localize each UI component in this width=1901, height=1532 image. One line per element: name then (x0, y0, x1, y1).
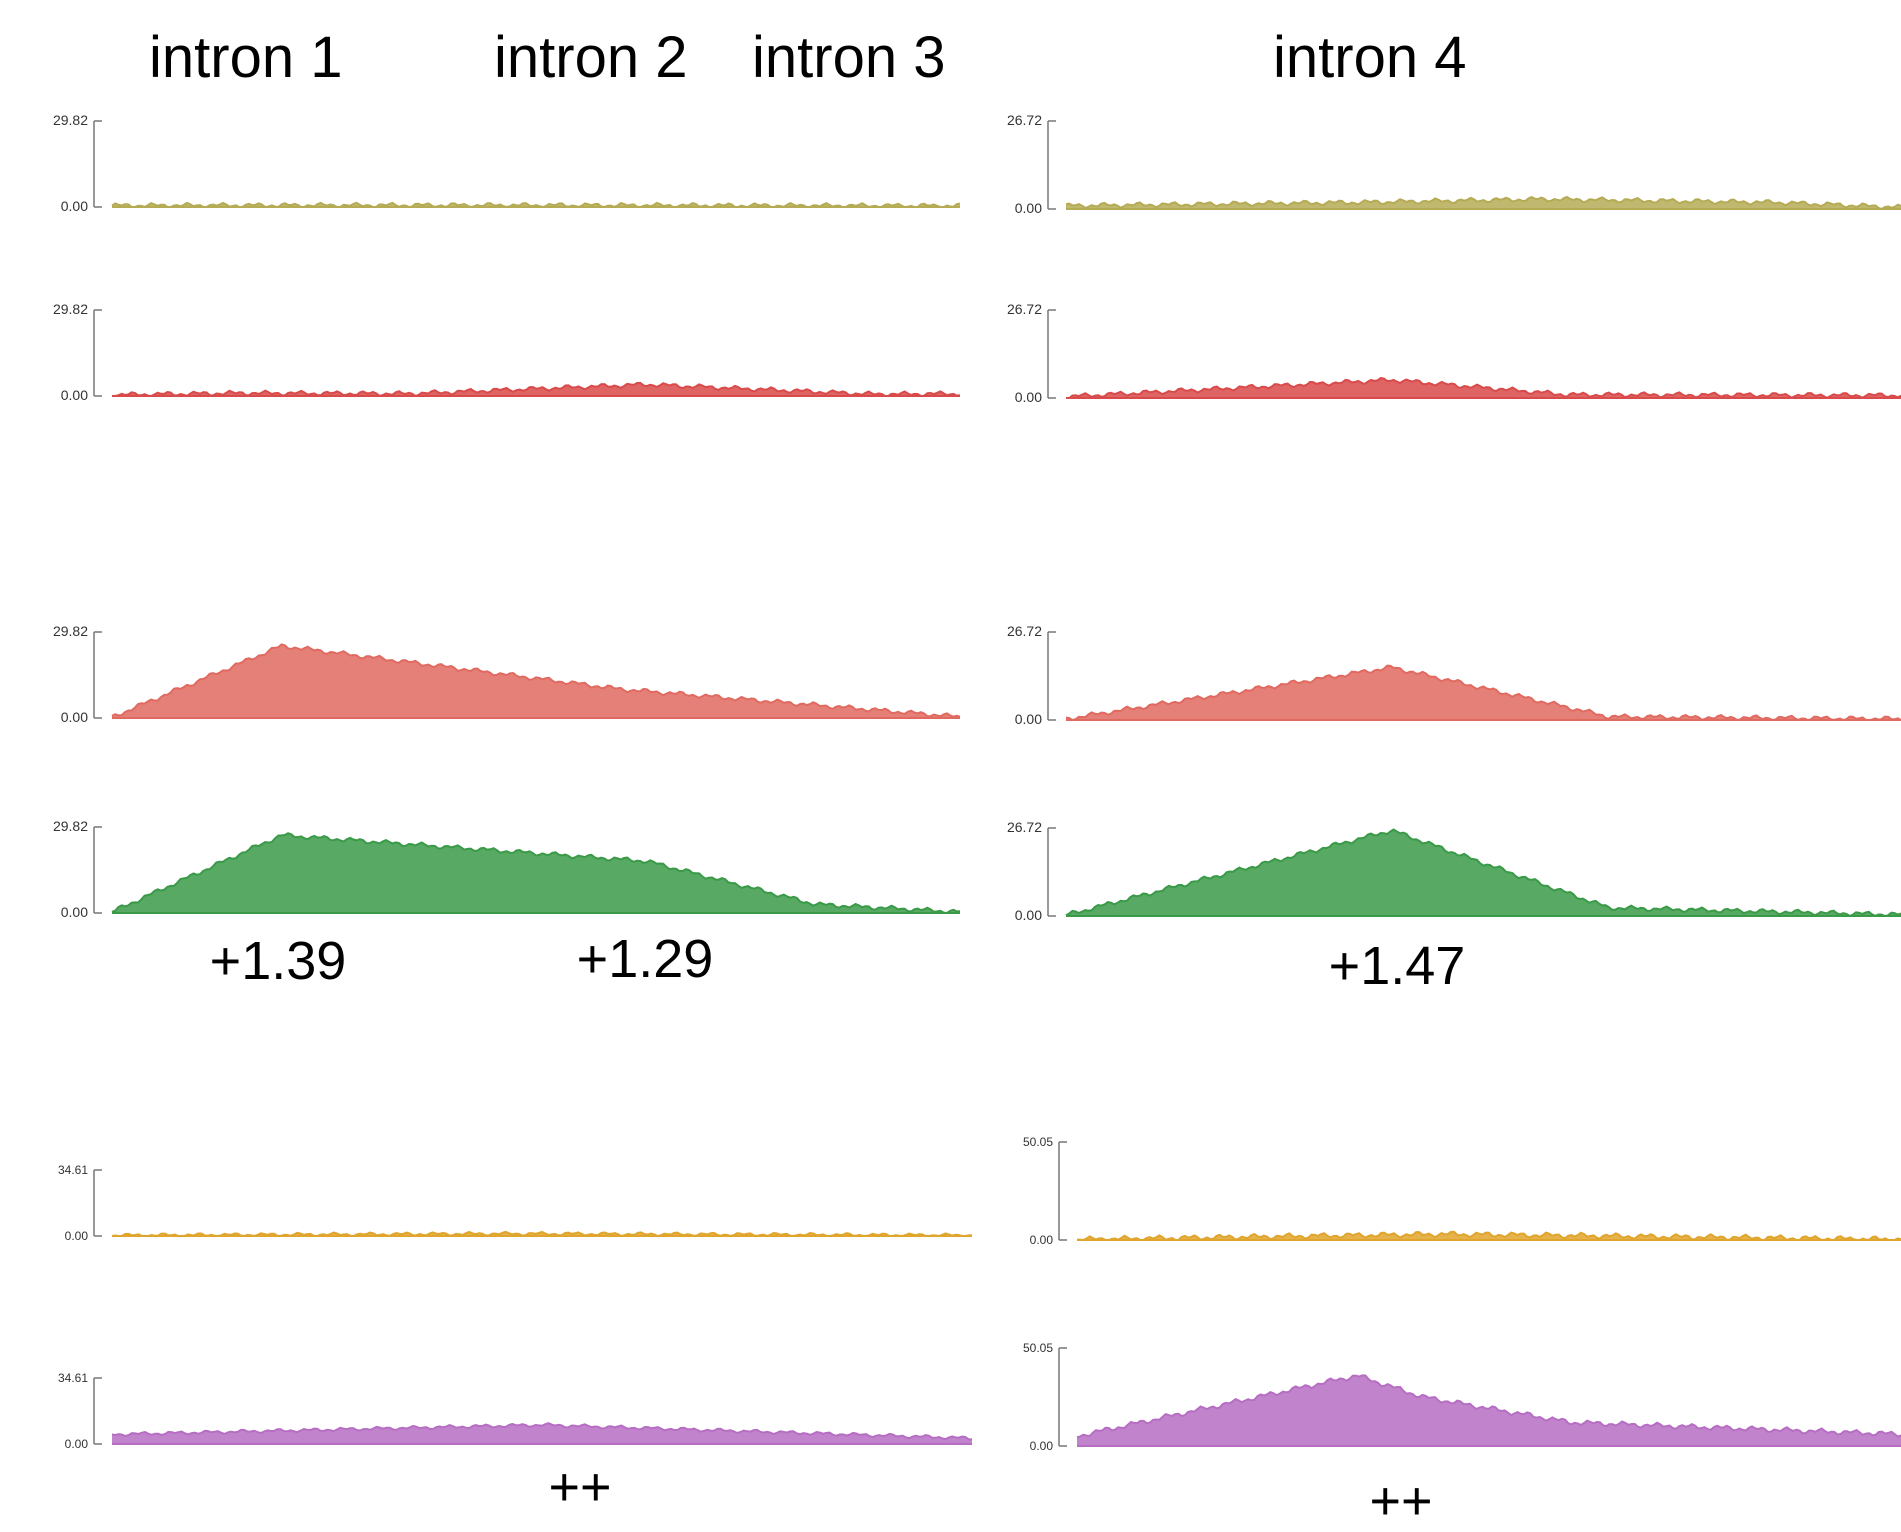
y-tick-label-bottom-left-4: 0.00 (61, 904, 88, 920)
area-outline-left-4 (111, 832, 961, 915)
area-fill-left-4 (112, 833, 960, 913)
y-tick-label-bottom-right-1: 0.00 (1015, 200, 1042, 216)
area-fill-left-6 (112, 1423, 972, 1444)
y-tick-label-bottom-left-3: 0.00 (61, 709, 88, 725)
y-tick-label-bottom-right-2: 0.00 (1015, 389, 1042, 405)
area-fill-right-1 (1066, 197, 1901, 209)
area-outline-right-2 (1066, 377, 1901, 400)
y-tick-label-top-right-4: 26.72 (1007, 819, 1042, 835)
area-fill-left-1 (112, 202, 960, 207)
track-right-5: 50.05 0.00 (1023, 1135, 1901, 1247)
annotation-intron-1: +1.39 (209, 931, 347, 991)
area-outline-right-6 (1076, 1374, 1901, 1439)
track-right-6: 50.05 0.00 (1023, 1341, 1901, 1453)
y-tick-label-top-left-4: 29.82 (53, 818, 88, 834)
track-right-1: 26.72 0.00 (1007, 112, 1901, 216)
track-left-5: 34.61 0.00 (58, 1163, 973, 1243)
y-tick-label-bottom-right-3: 0.00 (1015, 711, 1042, 727)
header-intron-1: intron 1 (149, 25, 343, 90)
area-fill-right-5 (1077, 1231, 1901, 1240)
y-tick-label-top-right-1: 26.72 (1007, 112, 1042, 128)
area-fill-right-3 (1066, 665, 1901, 720)
area-outline-right-3 (1065, 664, 1901, 722)
header-intron-3: intron 3 (752, 25, 946, 90)
area-outline-left-2 (112, 381, 961, 398)
area-fill-left-3 (112, 644, 960, 718)
track-right-2: 26.72 0.00 (1007, 301, 1901, 405)
y-tick-label-bottom-right-6: 0.00 (1030, 1439, 1054, 1453)
y-tick-label-bottom-right-4: 0.00 (1015, 907, 1042, 923)
y-tick-label-bottom-left-2: 0.00 (61, 387, 88, 403)
y-tick-label-top-left-2: 29.82 (53, 301, 88, 317)
track-left-4: 29.82 0.00 (53, 818, 961, 920)
area-outline-right-1 (1065, 195, 1901, 211)
track-left-6: 34.61 0.00 (58, 1371, 973, 1451)
annotation-intron-4: +1.47 (1328, 936, 1466, 996)
track-left-1: 29.82 0.00 (53, 112, 961, 214)
y-tick-label-top-right-3: 26.72 (1007, 623, 1042, 639)
area-fill-right-4 (1066, 829, 1901, 916)
annotation-right-bottom: ++ (1369, 1471, 1433, 1531)
header-intron-4: intron 4 (1273, 25, 1467, 90)
y-tick-label-top-left-3: 29.82 (53, 623, 88, 639)
y-tick-label-bottom-right-5: 0.00 (1030, 1233, 1054, 1247)
area-outline-right-4 (1065, 828, 1901, 918)
area-fill-right-6 (1077, 1375, 1901, 1446)
track-right-3: 26.72 0.00 (1007, 623, 1901, 727)
area-outline-left-6 (111, 1422, 973, 1441)
y-tick-label-top-left-6: 34.61 (58, 1371, 88, 1385)
y-tick-label-bottom-left-5: 0.00 (65, 1229, 89, 1243)
annotation-intron-2: +1.29 (576, 929, 714, 989)
y-tick-label-top-left-1: 29.82 (53, 112, 88, 128)
y-tick-label-bottom-left-6: 0.00 (65, 1437, 89, 1451)
y-tick-label-top-right-5: 50.05 (1023, 1135, 1053, 1149)
track-left-2: 29.82 0.00 (53, 301, 961, 403)
y-tick-label-bottom-left-1: 0.00 (61, 198, 88, 214)
track-right-4: 26.72 0.00 (1007, 819, 1901, 923)
area-fill-left-5 (112, 1231, 972, 1236)
y-tick-label-top-left-5: 34.61 (58, 1163, 88, 1177)
annotation-left-bottom: ++ (548, 1457, 612, 1517)
y-tick-label-top-right-2: 26.72 (1007, 301, 1042, 317)
header-intron-2: intron 2 (494, 25, 688, 90)
track-left-3: 29.82 0.00 (53, 623, 961, 725)
y-tick-label-top-right-6: 50.05 (1023, 1341, 1053, 1355)
area-outline-left-3 (111, 643, 961, 718)
